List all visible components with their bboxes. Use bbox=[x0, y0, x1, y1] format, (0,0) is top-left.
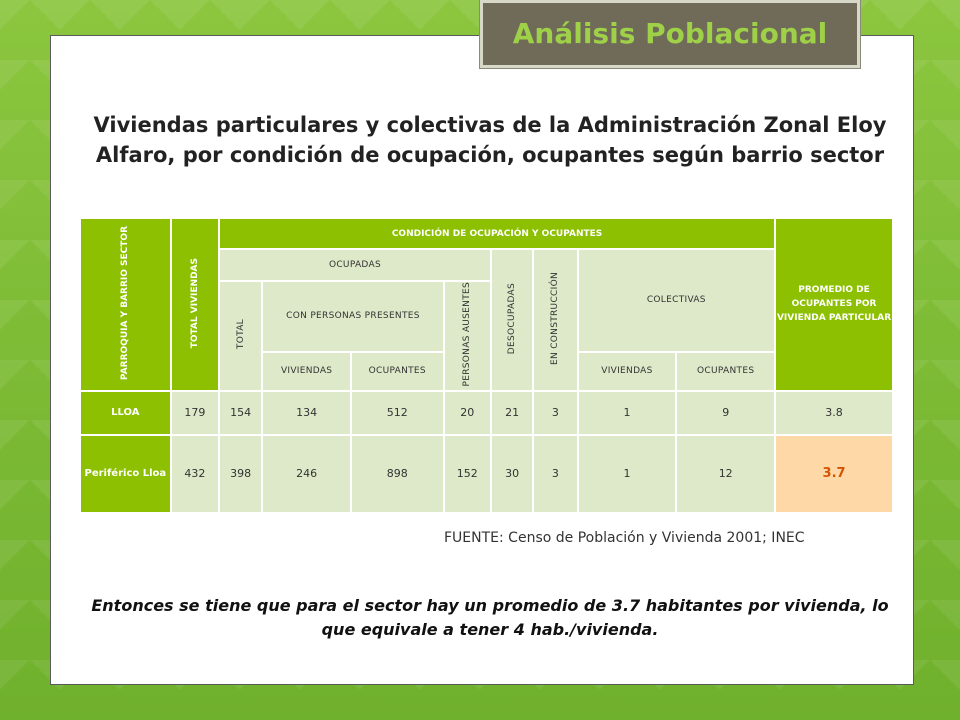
header-viviendas-colectivas: VIVIENDAS bbox=[576, 350, 678, 392]
header-viviendas: VIVIENDAS bbox=[261, 350, 352, 392]
cell-ausentes: 20 bbox=[442, 389, 492, 436]
occupancy-table: PARROQUIA Y BARRIO SECTOR TOTAL VIVIENDA… bbox=[79, 217, 894, 514]
cell-total: 154 bbox=[217, 389, 264, 436]
cell-desocupadas: 21 bbox=[489, 389, 535, 436]
cell-viviendas: 246 bbox=[261, 433, 352, 514]
cell-col-viviendas: 1 bbox=[576, 433, 678, 514]
header-parroquia: PARROQUIA Y BARRIO SECTOR bbox=[79, 217, 172, 392]
header-total: TOTAL bbox=[217, 280, 264, 392]
header-ocupantes-colectivas: OCUPANTES bbox=[675, 350, 777, 392]
cell-col-viviendas: 1 bbox=[576, 389, 678, 436]
header-ocupadas: OCUPADAS bbox=[218, 248, 492, 282]
header-total-viviendas: TOTAL VIVIENDAS bbox=[169, 217, 221, 392]
cell-promedio: 3.8 bbox=[774, 389, 894, 436]
slide-title: Análisis Poblacional bbox=[512, 17, 828, 50]
header-condicion: CONDICIÓN DE OCUPACIÓN Y OCUPANTES bbox=[217, 217, 777, 250]
cell-construccion: 3 bbox=[532, 433, 579, 514]
table-row: LLOA 179 154 134 512 20 21 3 1 9 3.8 bbox=[79, 389, 894, 436]
cell-col-ocupantes: 9 bbox=[675, 389, 777, 436]
cell-ausentes: 152 bbox=[442, 433, 492, 514]
header-con-personas: CON PERSONAS PRESENTES bbox=[261, 280, 445, 353]
source-note: FUENTE: Censo de Población y Vivienda 20… bbox=[444, 530, 805, 546]
header-colectivas: COLECTIVAS bbox=[576, 248, 777, 353]
cell-total-viviendas: 432 bbox=[169, 433, 221, 514]
row-label: Periférico Lloa bbox=[79, 433, 172, 514]
header-desocupadas: DESOCUPADAS bbox=[489, 248, 535, 392]
header-promedio: PROMEDIO DE OCUPANTES POR VIVIENDA PARTI… bbox=[774, 217, 894, 392]
title-box: Análisis Poblacional bbox=[479, 0, 861, 69]
cell-desocupadas: 30 bbox=[489, 433, 535, 514]
table-row: Periférico Lloa 432 398 246 898 152 30 3… bbox=[79, 433, 894, 514]
cell-ocupantes: 512 bbox=[349, 389, 445, 436]
heading: Viviendas particulares y colectivas de l… bbox=[93, 113, 887, 167]
header-construccion: EN CONSTRUCCIÓN bbox=[532, 248, 579, 392]
header-personas-ausentes: PERSONAS AUSENTES bbox=[442, 280, 492, 392]
cell-ocupantes: 898 bbox=[349, 433, 445, 514]
row-label: LLOA bbox=[79, 389, 172, 436]
cell-viviendas: 134 bbox=[261, 389, 352, 436]
cell-total-viviendas: 179 bbox=[169, 389, 221, 436]
cell-total: 398 bbox=[217, 433, 264, 514]
cell-promedio-highlight: 3.7 bbox=[774, 433, 894, 514]
header-ocupantes: OCUPANTES bbox=[349, 350, 445, 392]
conclusion-text: Entonces se tiene que para el sector hay… bbox=[91, 596, 889, 639]
cell-col-ocupantes: 12 bbox=[675, 433, 777, 514]
cell-construccion: 3 bbox=[532, 389, 579, 436]
